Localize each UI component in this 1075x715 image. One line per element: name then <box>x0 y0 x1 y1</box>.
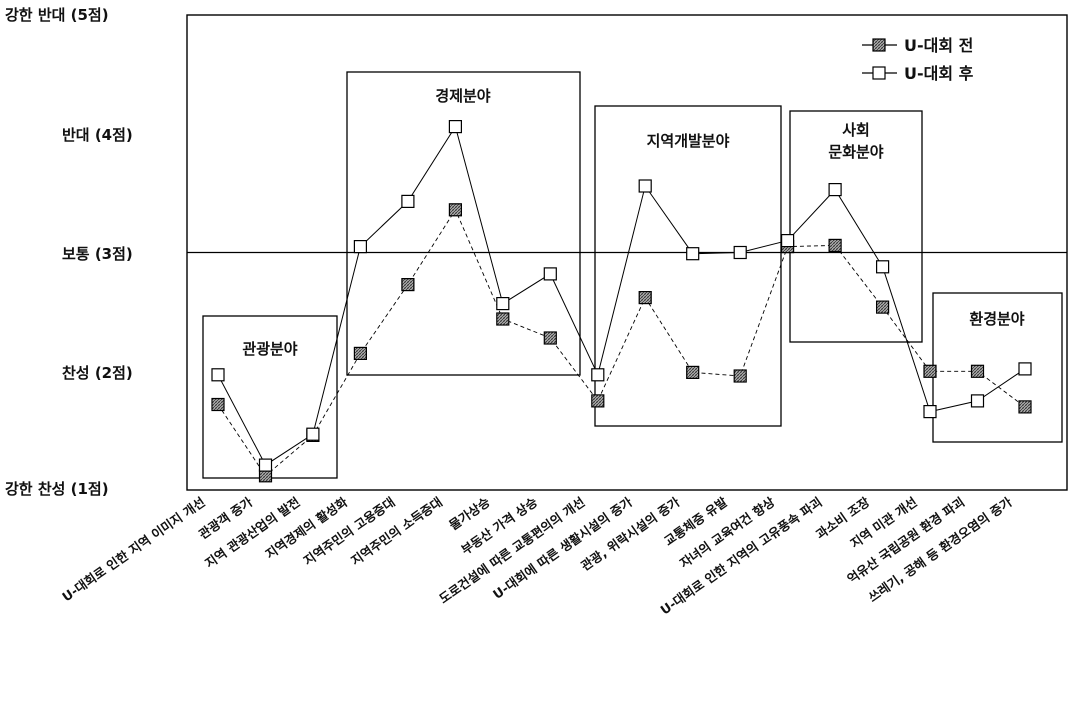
legend-marker <box>872 66 886 80</box>
series-after-point <box>353 240 367 254</box>
series-after-point <box>496 297 510 311</box>
group-box <box>346 71 581 376</box>
legend-label: U-대회 후 <box>904 64 974 83</box>
y-tick-label: 강한 반대 (5점) <box>5 6 109 24</box>
group-label: 사회 <box>842 121 870 139</box>
series-after-point <box>638 179 652 193</box>
series-before-point <box>686 365 700 379</box>
series-after-point <box>211 368 225 382</box>
x-tick-label: U-대회로 인한 지역 이미지 개선 <box>59 494 207 604</box>
group-box <box>594 105 782 427</box>
series-after-point <box>733 245 747 260</box>
y-tick-label: 보통 (3점) <box>62 245 133 263</box>
series-after-point <box>828 183 842 197</box>
group-label: 경제분야 <box>435 87 490 105</box>
group-box <box>789 110 923 343</box>
series-before-point <box>496 312 510 326</box>
series-layer <box>211 119 1032 483</box>
series-before-point <box>353 346 367 360</box>
y-tick-label: 찬성 (2점) <box>62 364 133 382</box>
group-label: 지역개발분야 <box>647 132 730 150</box>
series-after-point <box>875 260 890 274</box>
series-before-point <box>638 291 652 305</box>
series-after-point <box>970 394 985 408</box>
series-before-point <box>733 369 747 383</box>
series-before-line <box>217 208 1026 477</box>
y-axis: 강한 반대 (5점) 반대 (4점) 보통 (3점) 찬성 (2점) 강한 찬성 (1점… <box>5 6 133 498</box>
series-before-point <box>401 278 415 292</box>
series-after-point <box>258 458 273 472</box>
series-after-point <box>591 368 605 382</box>
series-after-point <box>1018 362 1032 376</box>
series-after-point <box>686 247 700 261</box>
series-before-point <box>970 364 985 378</box>
series-after-line <box>217 125 1026 466</box>
group-label: 문화분야 <box>828 143 883 161</box>
series-before-point <box>591 394 605 408</box>
series-before-point <box>923 364 937 378</box>
series-after-point <box>448 119 462 134</box>
group-label: 관광분야 <box>242 340 297 358</box>
series-before-point <box>543 331 557 345</box>
y-tick-label: 강한 찬성 (1점) <box>5 480 109 498</box>
group-label: 환경분야 <box>969 310 1024 328</box>
series-after-point <box>306 427 320 441</box>
legend-label: U-대회 전 <box>904 36 973 55</box>
series-before-point <box>875 300 890 314</box>
series-after-point <box>543 267 557 281</box>
series-before-point <box>211 397 225 412</box>
series-after-point <box>401 194 415 208</box>
legend: U-대회 전 U-대회 후 <box>862 36 974 83</box>
legend-marker <box>872 38 886 52</box>
series-before-point <box>448 203 462 217</box>
series-before-point <box>828 238 842 252</box>
series-after-point <box>923 405 937 419</box>
series-after-point <box>780 234 795 248</box>
series-before-point <box>1018 400 1032 414</box>
y-tick-label: 반대 (4점) <box>62 126 133 144</box>
